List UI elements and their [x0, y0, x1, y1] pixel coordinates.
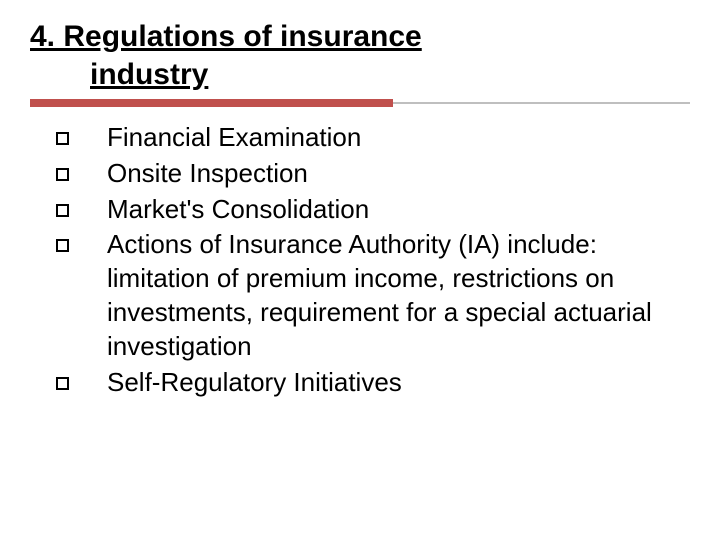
title-separator — [30, 99, 690, 107]
title-line-1: 4. Regulations of insurance — [30, 18, 690, 56]
bullet-text: Self-Regulatory Initiatives — [107, 366, 690, 400]
bullet-text: Actions of Insurance Authority (IA) incl… — [107, 228, 690, 363]
square-bullet-icon — [56, 204, 69, 217]
bullet-item: Market's Consolidation — [42, 193, 690, 227]
square-bullet-icon — [56, 377, 69, 390]
slide-title: 4. Regulations of insurance industry — [30, 18, 690, 93]
bullet-list: Financial ExaminationOnsite InspectionMa… — [30, 121, 690, 399]
separator-red-bar — [30, 99, 393, 107]
bullet-item: Actions of Insurance Authority (IA) incl… — [42, 228, 690, 363]
bullet-text: Market's Consolidation — [107, 193, 690, 227]
square-bullet-icon — [56, 168, 69, 181]
separator-gray-line — [393, 102, 690, 104]
title-line-2: industry — [30, 56, 690, 94]
bullet-text: Financial Examination — [107, 121, 690, 155]
bullet-item: Onsite Inspection — [42, 157, 690, 191]
bullet-item: Self-Regulatory Initiatives — [42, 366, 690, 400]
square-bullet-icon — [56, 239, 69, 252]
bullet-item: Financial Examination — [42, 121, 690, 155]
bullet-text: Onsite Inspection — [107, 157, 690, 191]
square-bullet-icon — [56, 132, 69, 145]
slide-title-block: 4. Regulations of insurance industry — [30, 18, 690, 93]
